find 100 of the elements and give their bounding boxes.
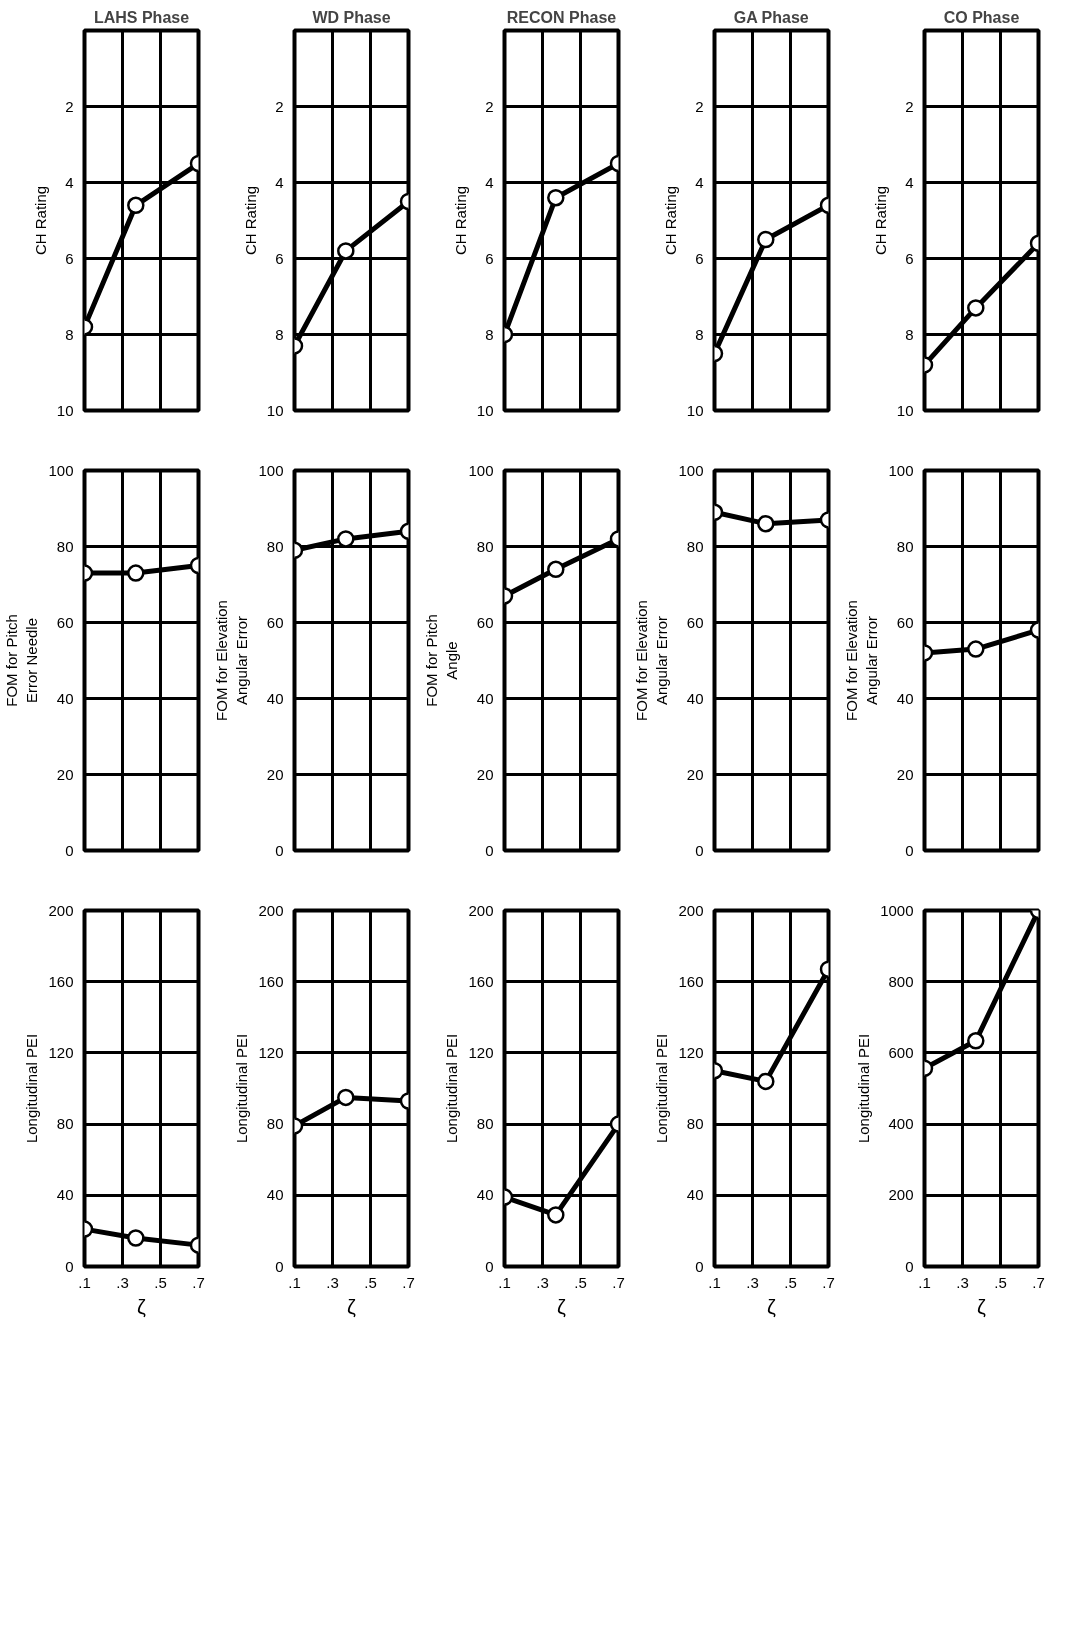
y-tick-label: 8 — [485, 325, 494, 343]
chart-title: LAHS Phase — [93, 8, 190, 26]
y-axis-title: CH Rating — [241, 185, 259, 256]
y-tick-label: 20 — [686, 765, 704, 783]
y-tick-label: 0 — [65, 1257, 74, 1275]
y-tick-label: 60 — [686, 613, 704, 631]
y-tick-label: 6 — [65, 249, 74, 267]
y-tick-label: 20 — [896, 765, 914, 783]
y-tick-label: 6 — [485, 249, 494, 267]
y-tick-label: 60 — [476, 613, 494, 631]
y-tick-label: 100 — [678, 461, 704, 479]
chart-title: CO Phase — [943, 8, 1020, 26]
chart-title: WD Phase — [312, 8, 391, 26]
y-tick-label: 40 — [266, 1186, 284, 1204]
x-axis-title: ζ — [557, 1295, 567, 1318]
y-tick-label: 10 — [686, 401, 704, 419]
y-tick-label: 200 — [48, 901, 74, 919]
y-tick-label: 4 — [485, 173, 494, 191]
y-tick-label: 120 — [678, 1043, 704, 1061]
y-tick-label: 2 — [65, 97, 74, 115]
y-tick-label: 80 — [56, 537, 74, 555]
y-axis-title: FOM for Elevation Angular Error — [213, 600, 251, 721]
y-tick-label: 80 — [686, 1115, 704, 1133]
x-tick-label: .7 — [1032, 1273, 1045, 1291]
y-tick-label: 2 — [905, 97, 914, 115]
y-tick-label: 80 — [896, 537, 914, 555]
y-tick-label: 8 — [905, 325, 914, 343]
y-axis-title: FOM for Elevation Angular Error — [633, 600, 671, 721]
y-tick-label: 80 — [266, 537, 284, 555]
y-axis-title: CH Rating — [31, 185, 49, 256]
x-tick-label: .5 — [574, 1273, 587, 1291]
chart-title: GA Phase — [733, 8, 809, 26]
y-axis-title: Longitudinal PEI — [233, 1033, 251, 1144]
x-tick-label: .7 — [402, 1273, 415, 1291]
y-tick-label: 40 — [686, 689, 704, 707]
x-tick-label: .5 — [364, 1273, 377, 1291]
y-axis-title: CH Rating — [871, 185, 889, 256]
y-tick-label: 10 — [476, 401, 494, 419]
y-tick-label: 160 — [258, 972, 284, 990]
y-tick-label: 60 — [896, 613, 914, 631]
y-tick-label: 0 — [905, 841, 914, 859]
y-axis-title: Longitudinal PEI — [855, 1033, 873, 1144]
y-tick-label: 160 — [468, 972, 494, 990]
y-tick-label: 60 — [266, 613, 284, 631]
y-tick-label: 120 — [48, 1043, 74, 1061]
x-tick-label: .1 — [288, 1273, 301, 1291]
x-axis-title: ζ — [137, 1295, 147, 1318]
y-axis-title: FOM for Pitch Angle — [423, 614, 461, 707]
y-tick-label: 40 — [896, 689, 914, 707]
y-tick-label: 100 — [468, 461, 494, 479]
y-tick-label: 80 — [266, 1115, 284, 1133]
y-tick-label: 200 — [888, 1186, 914, 1204]
y-tick-label: 40 — [266, 689, 284, 707]
x-tick-label: .3 — [326, 1273, 339, 1291]
x-axis-title: ζ — [347, 1295, 357, 1318]
y-axis-title: Longitudinal PEI — [443, 1033, 461, 1144]
x-tick-label: .5 — [784, 1273, 797, 1291]
y-tick-label: 600 — [888, 1043, 914, 1061]
y-axis-title: CH Rating — [451, 185, 469, 256]
x-tick-label: .3 — [536, 1273, 549, 1291]
x-tick-label: .5 — [994, 1273, 1007, 1291]
y-tick-label: 0 — [695, 1257, 704, 1275]
y-tick-label: 80 — [686, 537, 704, 555]
y-tick-label: 10 — [56, 401, 74, 419]
y-tick-label: 2 — [695, 97, 704, 115]
y-tick-label: 800 — [888, 972, 914, 990]
y-tick-label: 0 — [485, 1257, 494, 1275]
y-tick-label: 100 — [888, 461, 914, 479]
y-tick-label: 200 — [678, 901, 704, 919]
y-tick-label: 200 — [468, 901, 494, 919]
y-tick-label: 80 — [476, 537, 494, 555]
y-axis-title: Longitudinal PEI — [653, 1033, 671, 1144]
y-tick-label: 80 — [476, 1115, 494, 1133]
y-tick-label: 100 — [258, 461, 284, 479]
chart-title: RECON Phase — [506, 8, 617, 26]
y-tick-label: 0 — [485, 841, 494, 859]
y-tick-label: 10 — [896, 401, 914, 419]
y-tick-label: 6 — [695, 249, 704, 267]
y-tick-label: 160 — [678, 972, 704, 990]
y-tick-label: 120 — [258, 1043, 284, 1061]
y-tick-label: 0 — [275, 1257, 284, 1275]
y-tick-label: 400 — [888, 1115, 914, 1133]
y-tick-label: 40 — [476, 1186, 494, 1204]
y-tick-label: 6 — [905, 249, 914, 267]
y-tick-label: 80 — [56, 1115, 74, 1133]
x-tick-label: .1 — [918, 1273, 931, 1291]
y-tick-label: 0 — [65, 841, 74, 859]
x-tick-label: .7 — [822, 1273, 835, 1291]
y-tick-label: 8 — [65, 325, 74, 343]
y-tick-label: 6 — [275, 249, 284, 267]
y-axis-title: CH Rating — [661, 185, 679, 256]
x-tick-label: .5 — [154, 1273, 167, 1291]
x-tick-label: .7 — [612, 1273, 625, 1291]
x-tick-label: .3 — [956, 1273, 969, 1291]
y-tick-label: 8 — [695, 325, 704, 343]
y-tick-label: 0 — [695, 841, 704, 859]
y-tick-label: 4 — [275, 173, 284, 191]
x-axis-title: ζ — [767, 1295, 777, 1318]
y-tick-label: 2 — [485, 97, 494, 115]
y-tick-label: 0 — [905, 1257, 914, 1275]
